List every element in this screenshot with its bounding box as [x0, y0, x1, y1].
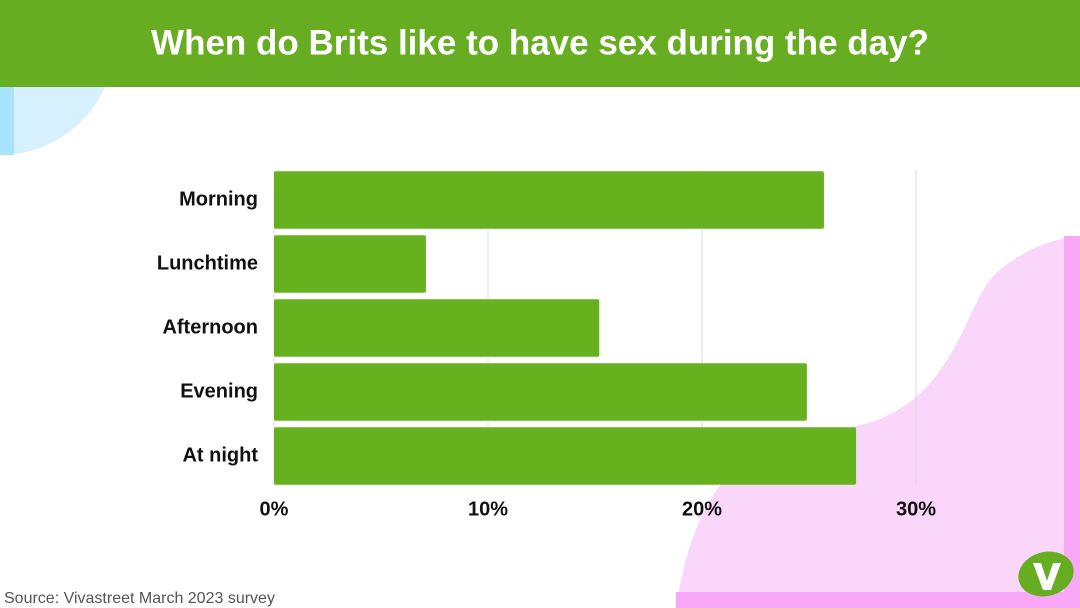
- decor-edge: [676, 592, 1080, 608]
- source-note: Source: Vivastreet March 2023 survey: [4, 590, 275, 607]
- bar: [274, 363, 807, 421]
- logo-mark: [1033, 563, 1061, 590]
- chart-title: When do Brits like to have sex during th…: [151, 23, 929, 62]
- x-tick-label: 10%: [468, 498, 508, 520]
- bar: [274, 171, 824, 229]
- bar: [274, 235, 426, 293]
- x-tick-label: 20%: [682, 498, 722, 520]
- decor-edge: [0, 87, 14, 155]
- y-tick-label: At night: [182, 444, 258, 466]
- bar: [274, 299, 600, 357]
- y-tick-label: Lunchtime: [157, 252, 258, 274]
- decor-blob: [676, 236, 1080, 608]
- y-tick-label: Afternoon: [162, 316, 258, 338]
- plot: 0% 10% 20% 30% Morning Lunchtime Afternoon Even…: [157, 170, 936, 520]
- y-tick-label: Evening: [180, 380, 258, 402]
- bar: [274, 427, 857, 485]
- header-band: [0, 0, 1080, 87]
- decor-edge: [1064, 236, 1080, 608]
- y-tick-label: Morning: [179, 188, 258, 210]
- logo-badge: [1018, 551, 1074, 597]
- x-tick-label: 0%: [260, 498, 289, 520]
- x-tick-label: 30%: [896, 498, 936, 520]
- logo: [1018, 551, 1074, 597]
